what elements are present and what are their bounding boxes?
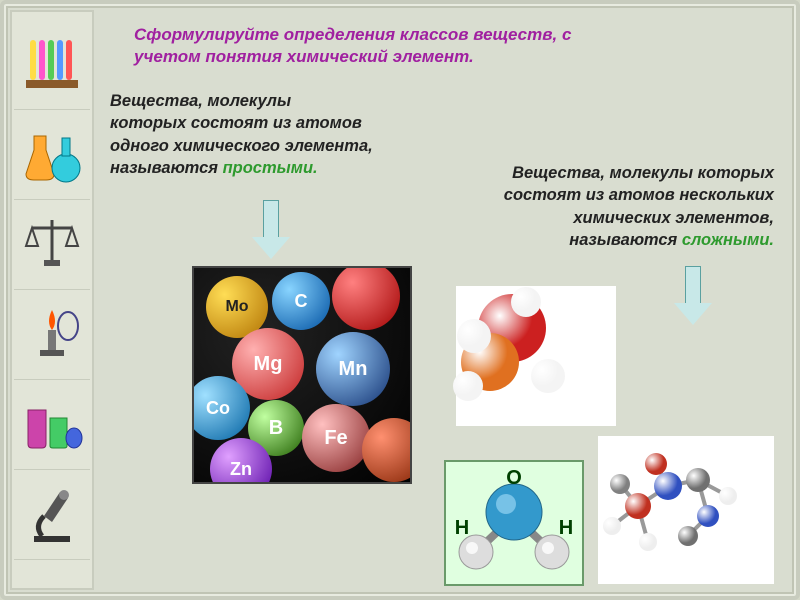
element-sphere: Co [192,376,250,440]
slide-frame: Сформулируйте определения классов вещест… [0,0,800,600]
sidebar-tubes-icon [14,20,90,110]
def-simple-l2: которых состоят из атомов [110,112,404,134]
content-area: Сформулируйте определения классов вещест… [104,16,784,584]
highlight-complex: сложными. [682,231,774,249]
title-line1: Сформулируйте определения классов вещест… [134,24,754,46]
arrow-down-icon [252,200,290,260]
h-label: H [455,517,469,539]
atom-sphere [511,287,541,317]
atom-sphere [453,371,483,401]
atom-sphere [697,505,719,527]
atom-sphere [678,526,698,546]
element-sphere: C [272,272,330,330]
atom-sphere [645,453,667,475]
atom-sphere [654,472,682,500]
sidebar-flasks-icon [14,110,90,200]
highlight-simple: простыми. [223,159,318,177]
o-label: O [506,467,522,489]
image-water-molecule: O H H [444,460,584,586]
definition-complex: Вещества, молекулы которых состоят из ат… [404,162,774,251]
image-molecule-complex [598,436,774,584]
element-sphere [332,266,400,330]
def-complex-l1: Вещества, молекулы которых [404,162,774,184]
element-sphere [362,418,412,482]
def-simple-l4: называются простыми. [110,157,404,179]
sidebar-microscope-icon [14,470,90,560]
def-simple-l1: Вещества, молекулы [110,90,404,112]
sidebar-chemistry-icons [10,10,94,590]
atom-sphere [625,493,651,519]
title-line2: учетом понятия химический элемент. [134,46,754,68]
sidebar-burner-icon [14,290,90,380]
h-label: H [559,517,573,539]
sidebar-beakers-icon [14,380,90,470]
slide-title: Сформулируйте определения классов вещест… [104,16,784,82]
atom-sphere [719,487,737,505]
atom-sphere [603,517,621,535]
atom-sphere [531,359,565,393]
atom-sphere [610,474,630,494]
image-element-spheres: MoCMgMnCoBFeZn [192,266,412,484]
def-simple-l3: одного химического элемента, [110,135,404,157]
atom-sphere [457,319,491,353]
atom-sphere [639,533,657,551]
image-molecule-simple [456,286,616,426]
def-complex-l3: химических элементов, [404,207,774,229]
atom-sphere [686,468,710,492]
definition-simple: Вещества, молекулы которых состоят из ат… [104,90,404,179]
arrow-down-icon [674,266,712,326]
def-complex-l4: называются сложными. [404,229,774,251]
sidebar-balance-icon [14,200,90,290]
element-sphere: Fe [302,404,370,472]
def-complex-l2: состоят из атомов нескольких [404,184,774,206]
element-sphere: Mn [316,332,390,406]
